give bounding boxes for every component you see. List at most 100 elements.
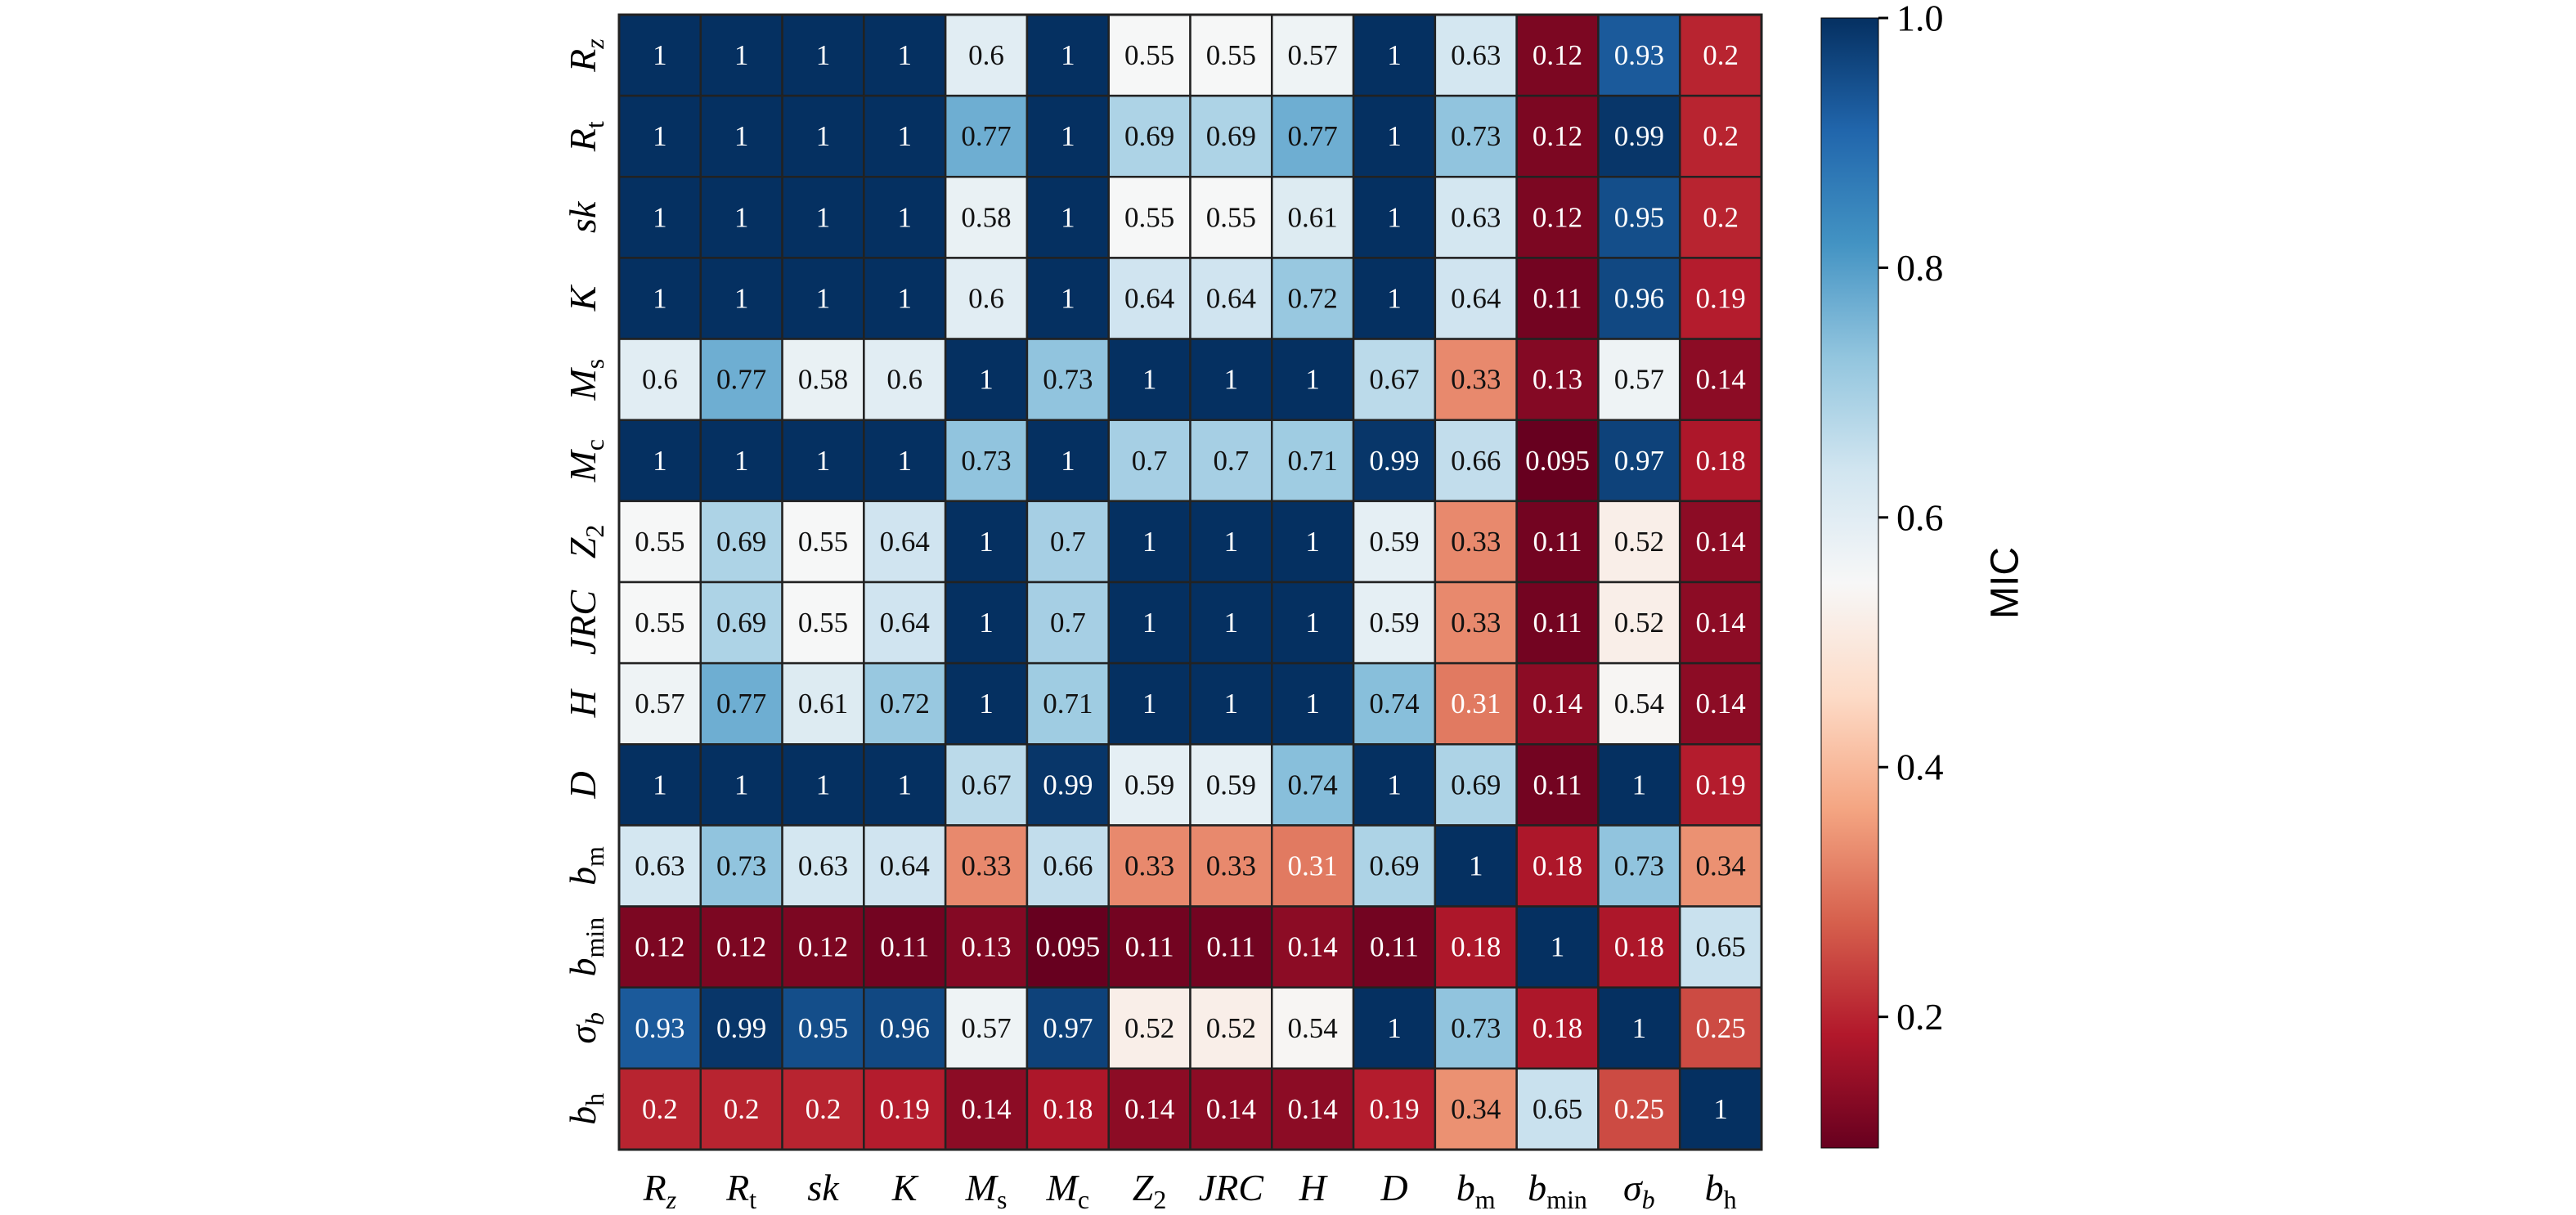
heatmap-cell bbox=[1025, 419, 1110, 503]
cell-value-label: 0.55 bbox=[1206, 201, 1256, 233]
heatmap-cell bbox=[1434, 419, 1518, 503]
heatmap-cell bbox=[699, 94, 783, 178]
cell-value-label: 0.33 bbox=[961, 850, 1011, 882]
cell-value-label: 0.55 bbox=[798, 526, 848, 558]
cell-value-label: 1 bbox=[1224, 526, 1239, 558]
cell-value-label: 0.73 bbox=[1043, 364, 1093, 396]
heatmap-cell bbox=[1271, 661, 1355, 746]
cell-value-label: 1 bbox=[816, 201, 831, 233]
y-tick-label: Z2 bbox=[562, 525, 609, 559]
cell-value-label: 0.69 bbox=[1451, 769, 1501, 800]
cell-value-label: 0.74 bbox=[1288, 769, 1338, 800]
cell-value-label: 0.64 bbox=[1206, 283, 1256, 315]
cell-value-label: 0.11 bbox=[880, 931, 929, 963]
cell-value-label: 0.65 bbox=[1695, 931, 1745, 963]
heatmap-cell bbox=[1597, 986, 1681, 1070]
cell-value-label: 1 bbox=[734, 201, 749, 233]
heatmap-cell bbox=[1189, 94, 1273, 178]
cell-value-label: 1 bbox=[898, 39, 913, 71]
heatmap-cell bbox=[944, 986, 1029, 1070]
heatmap-cell bbox=[1678, 905, 1763, 989]
cell-value-label: 0.73 bbox=[961, 445, 1011, 477]
x-tick-label: D bbox=[1380, 1167, 1407, 1208]
cell-value-label: 0.31 bbox=[1451, 688, 1501, 720]
heatmap-cell bbox=[944, 743, 1029, 827]
y-tick-label: Rz bbox=[562, 38, 609, 73]
x-tick-label: bmin bbox=[1528, 1167, 1587, 1214]
heatmap-cell bbox=[781, 176, 865, 259]
cell-value-label: 0.97 bbox=[1043, 1012, 1093, 1044]
heatmap-cell bbox=[1597, 743, 1681, 827]
cell-value-label: 0.7 bbox=[1214, 445, 1250, 477]
y-tick-label: bh bbox=[562, 1093, 609, 1125]
heatmap-cell bbox=[1025, 743, 1110, 827]
cell-value-label: 0.99 bbox=[1614, 120, 1664, 152]
cell-value-label: 1 bbox=[1142, 364, 1157, 396]
heatmap-cell bbox=[1025, 13, 1110, 97]
heatmap-cell bbox=[944, 581, 1029, 665]
cell-value-label: 0.57 bbox=[1288, 39, 1338, 71]
y-axis-tick-labels: Rz Rt sk K Ms Mc Z2 JRC H Dbm bmin σb bh bbox=[562, 38, 609, 1125]
heatmap-cell bbox=[944, 94, 1029, 178]
heatmap-cell bbox=[617, 581, 702, 665]
heatmap-cell bbox=[863, 661, 947, 746]
cell-value-label: 0.12 bbox=[716, 931, 766, 963]
cell-value-label: 1 bbox=[734, 39, 749, 71]
heatmap-cell bbox=[1352, 824, 1437, 908]
cell-value-label: 0.77 bbox=[716, 688, 766, 720]
cell-value-label: 1 bbox=[816, 445, 831, 477]
heatmap-cell bbox=[1678, 661, 1763, 746]
cell-value-label: 0.93 bbox=[1614, 39, 1664, 71]
heatmap-cell bbox=[1515, 500, 1600, 584]
y-tick-label: H bbox=[562, 688, 604, 718]
heatmap-cell bbox=[1271, 1067, 1355, 1151]
cell-value-label: 0.55 bbox=[635, 526, 684, 558]
heatmap-cell bbox=[1107, 500, 1192, 584]
cell-value-label: 0.13 bbox=[1533, 364, 1582, 396]
cell-value-label: 0.64 bbox=[880, 526, 930, 558]
cell-value-label: 0.64 bbox=[1451, 283, 1501, 315]
cell-value-label: 1 bbox=[979, 526, 994, 558]
x-tick-label: bm bbox=[1456, 1167, 1496, 1214]
cell-value-label: 0.66 bbox=[1451, 445, 1501, 477]
cell-value-label: 0.33 bbox=[1451, 607, 1501, 639]
heatmap-cell bbox=[1434, 257, 1518, 340]
cell-value-label: 0.55 bbox=[1124, 201, 1174, 233]
cell-value-label: 0.33 bbox=[1451, 364, 1501, 396]
cell-value-label: 0.12 bbox=[1533, 120, 1582, 152]
cell-value-label: 0.63 bbox=[1451, 39, 1501, 71]
heatmap-cell bbox=[699, 905, 783, 989]
heatmap-cell bbox=[1515, 13, 1600, 97]
cell-value-label: 0.14 bbox=[1288, 931, 1338, 963]
cell-value-label: 0.11 bbox=[1206, 931, 1255, 963]
cell-value-label: 0.99 bbox=[1369, 445, 1419, 477]
heatmap-cell bbox=[1678, 257, 1763, 340]
x-tick-label: JRC bbox=[1199, 1167, 1265, 1208]
heatmap-cell bbox=[1189, 824, 1273, 908]
cell-value-label: 0.58 bbox=[961, 201, 1011, 233]
x-tick-label: Ms bbox=[965, 1167, 1008, 1214]
cell-value-label: 1 bbox=[653, 445, 667, 477]
heatmap-cell bbox=[1271, 176, 1355, 259]
cell-value-label: 1 bbox=[1142, 688, 1157, 720]
cell-value-label: 0.59 bbox=[1369, 607, 1419, 639]
cell-value-label: 0.6 bbox=[968, 39, 1004, 71]
cell-value-label: 0.61 bbox=[1288, 201, 1338, 233]
colorbar-tick-label: 0.8 bbox=[1896, 247, 1944, 289]
heatmap-cell bbox=[1025, 257, 1110, 340]
cell-value-label: 0.18 bbox=[1533, 850, 1582, 882]
heatmap-cell bbox=[1107, 1067, 1192, 1151]
cell-value-label: 1 bbox=[1387, 1012, 1402, 1044]
cell-value-label: 0.95 bbox=[798, 1012, 848, 1044]
heatmap-cell bbox=[1189, 419, 1273, 503]
cell-value-label: 0.18 bbox=[1043, 1093, 1093, 1125]
cell-value-label: 1 bbox=[1224, 364, 1239, 396]
cell-value-label: 0.99 bbox=[1043, 769, 1093, 800]
x-tick-label: K bbox=[891, 1167, 919, 1208]
cell-value-label: 0.99 bbox=[716, 1012, 766, 1044]
cell-value-label: 1 bbox=[653, 283, 667, 315]
cell-value-label: 0.6 bbox=[968, 283, 1004, 315]
cell-value-label: 0.55 bbox=[1124, 39, 1174, 71]
